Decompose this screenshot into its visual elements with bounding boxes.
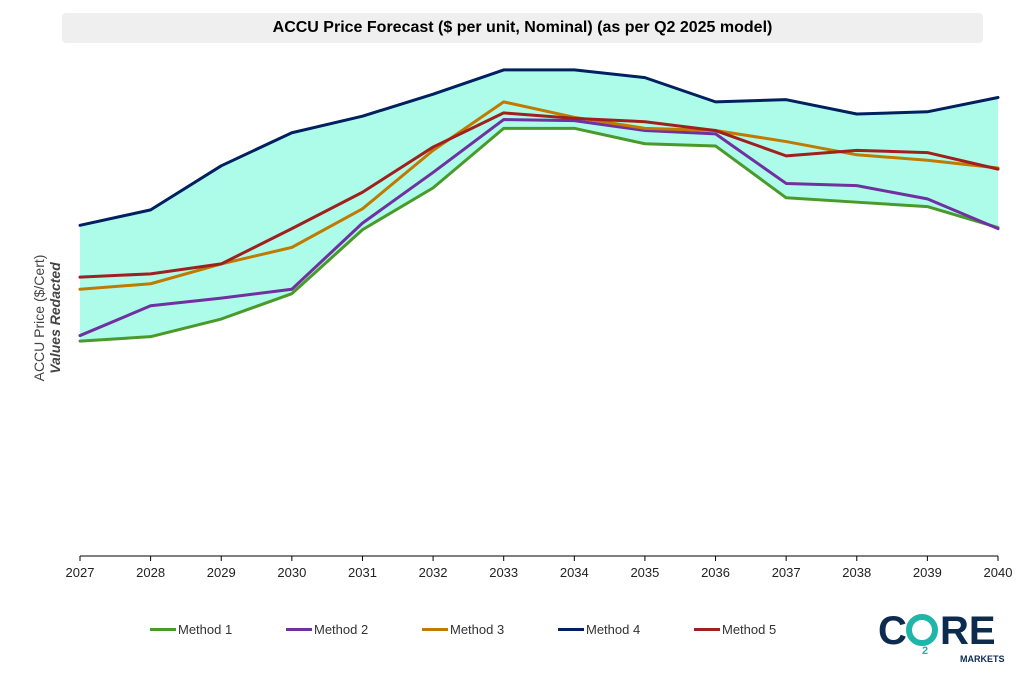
core-markets-logo: C 2 RE MARKETS <box>878 609 1005 664</box>
svg-text:C: C <box>878 609 907 653</box>
x-tick-label: 2030 <box>277 565 306 580</box>
y-axis-label-line2: Values Redacted <box>47 262 63 374</box>
series-line-method-4 <box>78 68 1000 227</box>
legend-swatch <box>422 628 448 631</box>
x-tick-label: 2039 <box>913 565 942 580</box>
x-tick-label: 2038 <box>842 565 871 580</box>
x-axis: 2027 2028 2029 2030 2031 2032 2033 2034 2035 2036… <box>66 555 1013 580</box>
x-tick-label: 2040 <box>984 565 1013 580</box>
y-axis-label-line1: ACCU Price ($/Cert) <box>31 255 47 382</box>
x-tick-label: 2031 <box>348 565 377 580</box>
legend-item: Method 4 <box>558 622 694 637</box>
x-tick-label: 2034 <box>560 565 589 580</box>
legend-label: Method 4 <box>586 622 641 637</box>
legend-item: Method 5 <box>694 622 830 637</box>
legend-item: Method 3 <box>422 622 558 637</box>
legend-swatch <box>286 628 312 631</box>
chart-title-bar: ACCU Price Forecast ($ per unit, Nominal… <box>62 13 983 43</box>
legend-swatch <box>558 628 584 631</box>
legend-swatch <box>150 628 176 631</box>
x-tick-label: 2027 <box>66 565 95 580</box>
x-tick-label: 2029 <box>207 565 236 580</box>
svg-text:MARKETS: MARKETS <box>960 654 1005 664</box>
line-chart: 2027 2028 2029 2030 2031 2032 2033 2034 2035 2036… <box>66 68 1013 580</box>
series-line-method-1 <box>78 126 1000 343</box>
svg-text:RE: RE <box>940 609 996 653</box>
legend-label: Method 1 <box>178 622 233 637</box>
x-tick-label: 2032 <box>419 565 448 580</box>
x-tick-label: 2037 <box>772 565 801 580</box>
legend-item: Method 1 <box>150 622 286 637</box>
x-tick-label: 2033 <box>489 565 518 580</box>
legend: Method 1 Method 2 Method 3 Method 4 Method 5 <box>150 622 830 637</box>
x-tick-label: 2035 <box>630 565 659 580</box>
chart-title: ACCU Price Forecast ($ per unit, Nominal… <box>272 19 773 36</box>
legend-label: Method 2 <box>314 622 369 637</box>
series-line-method-2 <box>78 118 1000 338</box>
y-axis-label: ACCU Price ($/Cert) Values Redacted <box>31 255 63 382</box>
x-tick-label: 2036 <box>701 565 730 580</box>
series-layer <box>78 68 1000 343</box>
x-tick-label: 2028 <box>136 565 165 580</box>
svg-text:2: 2 <box>922 645 928 657</box>
legend-label: Method 5 <box>722 622 777 637</box>
legend-label: Method 3 <box>450 622 505 637</box>
legend-swatch <box>694 628 720 631</box>
legend-item: Method 2 <box>286 622 422 637</box>
series-line-method-5 <box>78 111 1000 279</box>
